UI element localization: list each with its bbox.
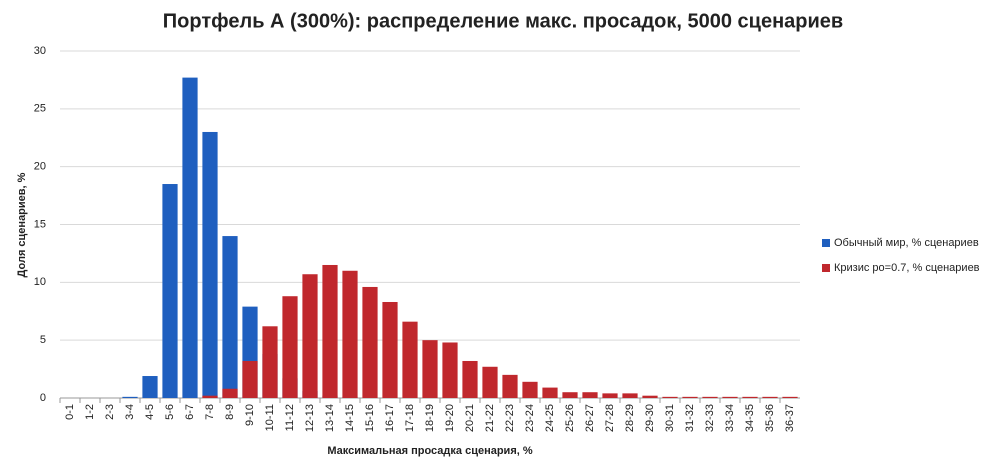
x-tick-label: 1-2	[84, 404, 96, 420]
x-tick-label: 19-20	[444, 404, 456, 432]
x-tick-label: 34-35	[744, 404, 756, 432]
bar	[522, 381, 538, 398]
bar	[702, 396, 718, 398]
x-axis-title: Максимальная просадка сценария, %	[327, 445, 532, 457]
x-tick-label: 13-14	[324, 404, 336, 432]
x-tick-label: 0-1	[64, 404, 76, 420]
x-tick-label: 21-22	[484, 404, 496, 432]
x-tick-label: 27-28	[604, 404, 616, 432]
bar	[322, 264, 338, 398]
chart-title: Портфель А (300%): распределение макс. п…	[163, 10, 843, 32]
x-tick-label: 17-18	[404, 404, 416, 432]
bar	[762, 396, 778, 398]
bar	[422, 340, 438, 398]
bar	[202, 395, 218, 398]
bar	[282, 296, 298, 398]
bar	[782, 396, 798, 398]
bar	[262, 326, 278, 398]
bar	[142, 376, 158, 398]
x-tick-label: 30-31	[664, 404, 676, 432]
bar	[582, 392, 598, 398]
bar	[482, 366, 498, 398]
bar	[362, 286, 378, 398]
bar	[682, 396, 698, 398]
x-tick-label: 16-17	[384, 404, 396, 432]
bar	[382, 301, 398, 398]
x-tick-label: 5-6	[164, 404, 176, 420]
x-tick-label: 11-12	[284, 404, 296, 431]
x-tick-label: 2-3	[104, 404, 116, 420]
x-tick-label: 7-8	[204, 404, 216, 420]
x-tick-label: 29-30	[644, 404, 656, 432]
bar	[242, 360, 258, 398]
x-tick-label: 31-32	[684, 404, 696, 432]
y-tick-label: 30	[34, 45, 46, 57]
legend-label: Кризис ро=0.7, % сценариев	[834, 262, 980, 274]
x-tick-label: 20-21	[464, 404, 476, 432]
x-tick-label: 26-27	[584, 404, 596, 432]
x-tick-label: 9-10	[244, 404, 256, 426]
x-tick-label: 6-7	[184, 404, 196, 420]
x-tick-label: 18-19	[424, 404, 436, 432]
y-tick-label: 10	[34, 276, 46, 288]
y-axis-title: Доля сценариев, %	[16, 172, 28, 277]
bar	[642, 395, 658, 398]
bar	[182, 77, 198, 398]
bar	[542, 387, 558, 398]
x-tick-label: 35-36	[764, 404, 776, 432]
bar	[722, 396, 738, 398]
y-tick-label: 25	[34, 103, 46, 115]
bar	[602, 393, 618, 398]
x-tick-label: 4-5	[144, 404, 156, 420]
x-tick-label: 3-4	[124, 404, 136, 420]
x-tick-label: 32-33	[704, 404, 716, 432]
y-tick-label: 0	[40, 392, 46, 404]
bar	[462, 360, 478, 398]
x-tick-label: 10-11	[264, 404, 276, 431]
bar	[122, 396, 138, 398]
x-tick-label: 23-24	[524, 404, 536, 432]
x-tick-label: 28-29	[624, 404, 636, 432]
bar	[302, 274, 318, 398]
x-tick-label: 25-26	[564, 404, 576, 432]
legend-swatch	[822, 239, 830, 247]
y-tick-label: 20	[34, 161, 46, 173]
x-tick-label: 33-34	[724, 404, 736, 432]
bar	[162, 184, 178, 398]
x-tick-label: 12-13	[304, 404, 316, 432]
x-tick-label: 22-23	[504, 404, 516, 432]
x-tick-label: 36-37	[784, 404, 796, 432]
legend-swatch	[822, 264, 830, 272]
y-tick-label: 5	[40, 334, 46, 346]
bar	[502, 374, 518, 398]
bar	[202, 131, 218, 398]
bar	[622, 393, 638, 398]
x-tick-label: 8-9	[224, 404, 236, 420]
bar	[222, 236, 238, 398]
bar	[222, 388, 238, 398]
x-tick-label: 14-15	[344, 404, 356, 432]
bar	[342, 270, 358, 398]
bar	[402, 321, 418, 398]
y-tick-label: 15	[34, 218, 46, 230]
x-tick-label: 15-16	[364, 404, 376, 432]
bar	[742, 396, 758, 398]
bar	[562, 392, 578, 398]
legend-label: Обычный мир, % сценариев	[834, 237, 979, 249]
bar	[662, 396, 678, 398]
bar	[442, 342, 458, 398]
x-tick-label: 24-25	[544, 404, 556, 432]
